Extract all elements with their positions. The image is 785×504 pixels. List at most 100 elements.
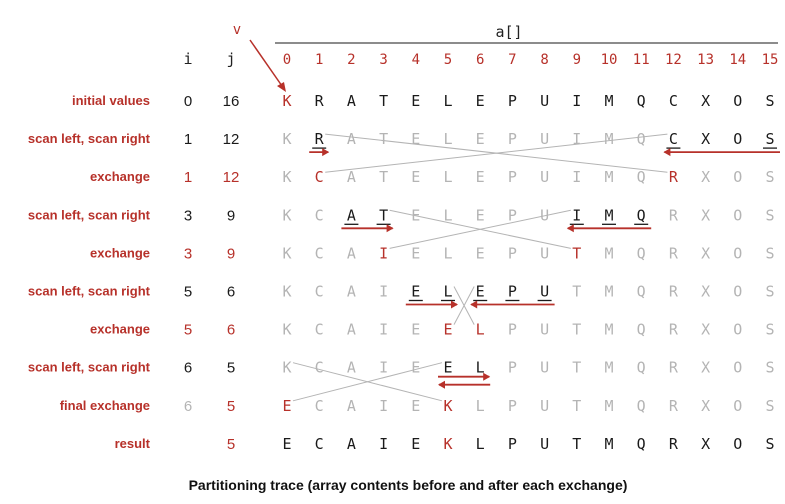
array-cell: T: [572, 244, 581, 262]
column-index: 0: [283, 52, 291, 68]
array-cell: R: [669, 359, 679, 377]
array-cell: K: [282, 359, 291, 377]
index-row: 0 1 2 3 4 5 6 7 8 9 10 11 12 13 14 15: [283, 52, 779, 68]
array-cell: T: [379, 130, 388, 148]
array-cell: Q: [637, 283, 646, 301]
trace-row: scan left, scan right 6 5 K C A I E E L P U T M Q R X O S: [28, 359, 775, 378]
array-cell: A: [347, 206, 356, 224]
array-cell: S: [765, 244, 774, 262]
column-index: 6: [476, 52, 484, 68]
j-value: 9: [227, 245, 235, 262]
scan-arrowhead: [470, 300, 478, 309]
array-cell: E: [282, 435, 291, 453]
array-cell: T: [572, 283, 581, 301]
header: a[] v i j: [183, 22, 778, 92]
array-cell: X: [701, 92, 710, 110]
array-cell: E: [411, 359, 420, 377]
array-cell: E: [476, 283, 485, 301]
array-cell: X: [701, 130, 710, 148]
array-cell: A: [347, 283, 356, 301]
array-cell: E: [282, 397, 291, 415]
trace-row: exchange 1 12 K C A T E L E P U I M Q R X O S: [90, 168, 775, 186]
array-cell: S: [765, 359, 774, 377]
array-cell: X: [701, 397, 710, 415]
array-cell: L: [476, 321, 485, 339]
j-value: 6: [227, 322, 235, 339]
array-cell: U: [540, 206, 549, 224]
row-label: scan left, scan right: [28, 131, 151, 146]
array-cell: P: [508, 244, 517, 262]
array-cell: A: [347, 435, 356, 453]
row-label: scan left, scan right: [28, 207, 151, 222]
array-cell: A: [347, 397, 356, 415]
array-cell: R: [315, 130, 325, 148]
scan-arrowhead: [438, 380, 445, 389]
array-cell: A: [347, 321, 356, 339]
array-cell: T: [572, 321, 581, 339]
array-cell: M: [604, 321, 613, 339]
row-label: scan left, scan right: [28, 360, 151, 375]
array-cell: R: [669, 206, 679, 224]
array-cell: C: [669, 92, 678, 110]
array-cell: P: [508, 283, 517, 301]
exchange-line: [292, 362, 443, 402]
j-value: 5: [227, 398, 235, 415]
column-index: 1: [315, 52, 323, 68]
array-cell: R: [315, 92, 325, 110]
array-cell: P: [508, 435, 517, 453]
array-cell: U: [540, 321, 549, 339]
array-cell: E: [411, 92, 420, 110]
array-cell: S: [765, 206, 774, 224]
array-cell: K: [282, 321, 291, 339]
array-cell: L: [443, 92, 452, 110]
array-cell: Q: [637, 397, 646, 415]
array-cell: U: [540, 397, 549, 415]
array-cell: Q: [637, 92, 646, 110]
scan-arrowhead: [322, 148, 330, 157]
array-cell: O: [733, 92, 742, 110]
i-value: 3: [184, 207, 192, 224]
j-value: 12: [223, 169, 240, 186]
scan-arrowhead: [483, 372, 491, 381]
array-cell: K: [443, 435, 452, 453]
array-cell: X: [701, 206, 710, 224]
array-cell: S: [765, 283, 774, 301]
trace-row: scan left, scan right 1 12 K R A T E L E P U I M Q C X O S: [28, 130, 777, 149]
array-cell: Q: [637, 244, 646, 262]
array-cell: I: [379, 321, 388, 339]
j-value: 9: [227, 207, 235, 224]
exchange-line: [453, 286, 475, 325]
array-cell: C: [315, 283, 324, 301]
array-cell: C: [315, 321, 324, 339]
array-cell: R: [669, 321, 679, 339]
array-cell: T: [379, 206, 388, 224]
array-cell: E: [476, 130, 485, 148]
array-cell: M: [604, 130, 613, 148]
column-index: 5: [444, 52, 452, 68]
trace-row: exchange 3 9 K C A I E L E P U T M Q R X O S: [90, 244, 775, 262]
array-cell: E: [476, 244, 485, 262]
array-cell: S: [765, 397, 774, 415]
column-index: 3: [379, 52, 387, 68]
j-column-header: j: [226, 50, 235, 68]
row-label: exchange: [90, 169, 150, 184]
array-cell: R: [669, 435, 679, 453]
array-cell: M: [604, 206, 613, 224]
trace-row: final exchange 6 5 E C A I E K L P U T M Q R X O S: [60, 397, 775, 415]
j-value: 12: [223, 131, 240, 148]
column-index: 12: [665, 52, 682, 68]
array-cell: K: [282, 244, 291, 262]
array-cell: I: [379, 244, 388, 262]
array-cell: T: [379, 168, 388, 186]
array-cell: I: [572, 168, 581, 186]
array-cell: L: [476, 397, 485, 415]
array-cell: O: [733, 397, 742, 415]
array-cell: L: [443, 168, 452, 186]
array-cell: L: [443, 130, 452, 148]
array-cell: E: [411, 283, 420, 301]
array-cell: Q: [637, 168, 646, 186]
array-cell: T: [572, 435, 581, 453]
row-label: result: [115, 436, 151, 451]
array-cell: M: [604, 168, 613, 186]
